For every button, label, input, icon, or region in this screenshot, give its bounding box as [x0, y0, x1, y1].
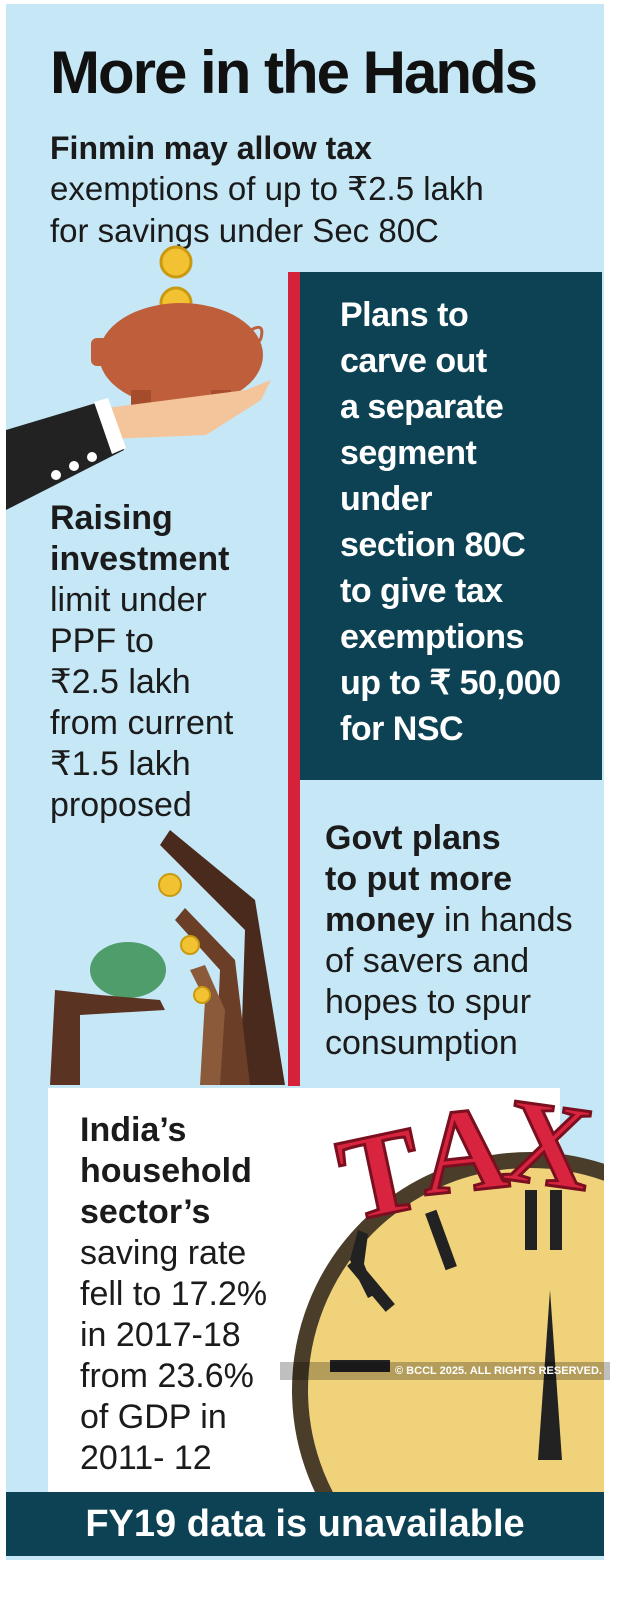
regular-line: PPF to [50, 622, 154, 660]
bold-line: Govt plans [325, 819, 501, 857]
divider [288, 272, 300, 1086]
bold-text: money [325, 901, 435, 939]
svg-text:X: X [496, 1072, 600, 1216]
nsc-line: under [340, 480, 432, 518]
subtitle-lines: exemptions of up to ₹2.5 lakh for savings… [50, 168, 484, 252]
bold-line: Raising [50, 499, 173, 537]
bold-line: to put more [325, 860, 512, 898]
regular-line: proposed [50, 786, 192, 824]
tax-clock-illustration: T A X [292, 1071, 604, 1492]
regular-line: from 23.6% [80, 1357, 254, 1395]
nsc-line: to give tax [340, 572, 503, 610]
nsc-text: Plans to carve out a separate segment under s… [340, 292, 561, 752]
regular-line: saving rate [80, 1234, 247, 1272]
piggy-illustration [6, 245, 271, 510]
nsc-line: for NSC [340, 710, 464, 748]
subtitle: Finmin may allow tax exemptions of up to… [50, 128, 484, 252]
nsc-line: segment [340, 434, 477, 472]
india-text: India’s household sector’s saving rate fell … [80, 1110, 267, 1479]
bold-line: India’s [80, 1111, 187, 1149]
regular-text: in hands [444, 901, 573, 939]
regular-line: in 2017-18 [80, 1316, 241, 1354]
nsc-line: section 80C [340, 526, 526, 564]
text-line: money in hands [325, 900, 573, 941]
regular-line: hopes to spur [325, 983, 532, 1021]
regular-line: ₹1.5 lakh [50, 745, 191, 783]
bold-line: investment [50, 540, 230, 578]
nsc-line: exemptions [340, 618, 524, 656]
title: More in the Hands [50, 39, 538, 106]
regular-line: limit under [50, 581, 207, 619]
nsc-line: up to ₹ 50,000 [340, 664, 561, 702]
subtitle-line: for savings under Sec 80C [50, 212, 439, 249]
ppf-text: Raising investment limit under PPF to ₹2.5 l… [50, 498, 233, 826]
svg-text:A: A [413, 1080, 513, 1221]
regular-line: ₹2.5 lakh [50, 663, 191, 701]
nsc-line: carve out [340, 342, 487, 380]
regular-line: fell to 17.2% [80, 1275, 268, 1313]
bold-line: household [80, 1152, 252, 1190]
footer: FY19 data is unavailable [6, 1492, 604, 1556]
nsc-line: a separate [340, 388, 504, 426]
nsc-line: Plans to [340, 296, 469, 334]
regular-line: consumption [325, 1024, 518, 1062]
subtitle-line: exemptions of up to ₹2.5 lakh [50, 170, 484, 207]
regular-line: of savers and [325, 942, 530, 980]
bold-line: sector’s [80, 1193, 211, 1231]
regular-line: of GDP in [80, 1398, 227, 1436]
govt-text: Govt plans to put more money in hands of sa… [325, 818, 573, 1064]
hands-illustration [50, 830, 285, 1085]
nsc-panel [300, 272, 602, 780]
regular-line: 2011- 12 [80, 1439, 212, 1477]
regular-line: from current [50, 704, 234, 742]
subtitle-bold: Finmin may allow tax [50, 130, 372, 166]
copyright: © BCCL 2025. ALL RIGHTS RESERVED. [280, 1362, 610, 1380]
